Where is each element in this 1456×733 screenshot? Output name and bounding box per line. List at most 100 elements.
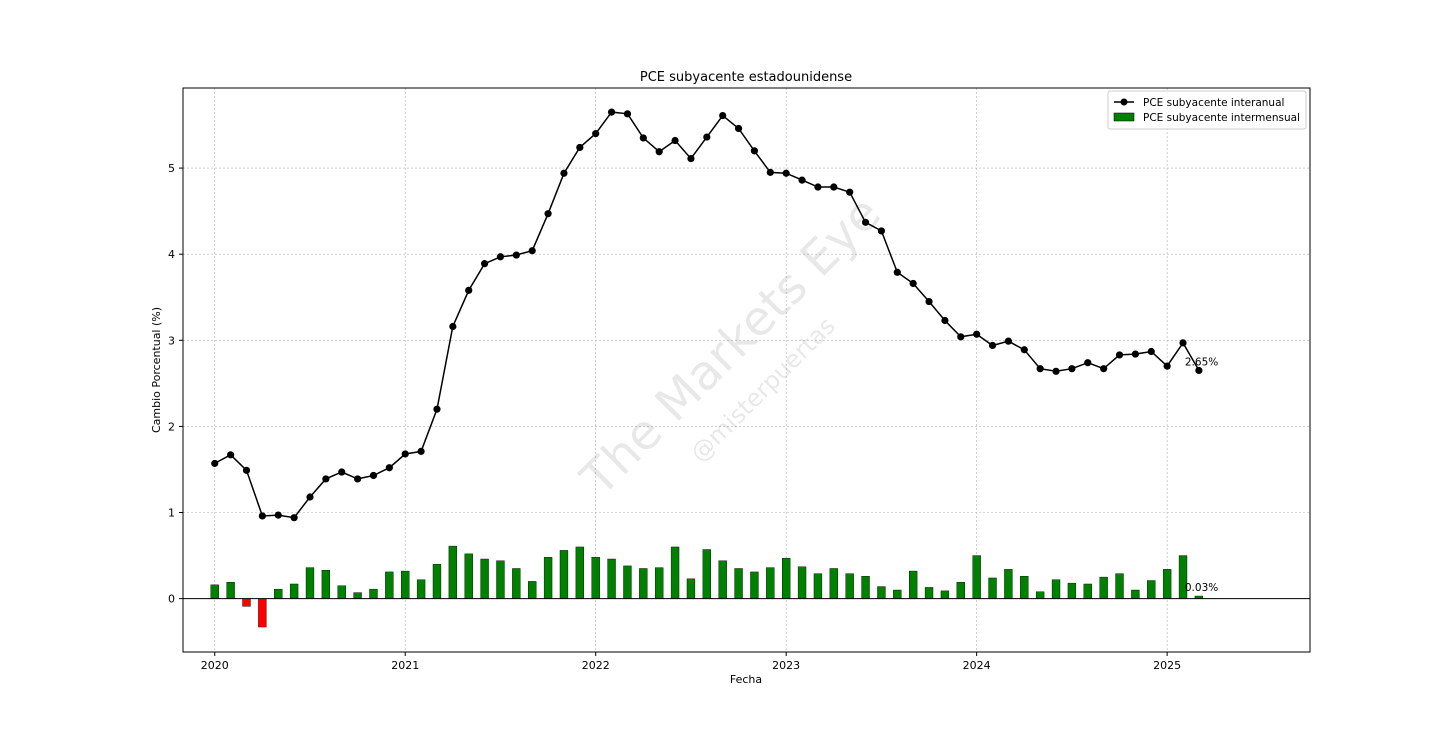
line-point — [290, 514, 298, 522]
line-point — [671, 136, 679, 145]
line-point — [734, 124, 743, 133]
bar — [305, 567, 315, 599]
line-point — [496, 253, 505, 261]
line-point — [1195, 366, 1203, 375]
bar — [829, 568, 838, 599]
line-point — [1036, 365, 1044, 373]
bar — [782, 557, 791, 599]
bar — [448, 545, 458, 599]
line-point — [687, 155, 695, 163]
line-point — [274, 511, 282, 519]
annotations: 2.65% 0.03% — [1185, 356, 1218, 594]
line-point — [480, 260, 489, 268]
line-point — [512, 251, 520, 259]
bar — [1115, 573, 1124, 599]
line-point — [719, 111, 727, 120]
line-point — [957, 333, 965, 341]
bar — [274, 588, 283, 599]
line-point — [1147, 347, 1155, 356]
x-tick-label: 2022 — [582, 659, 610, 672]
x-tick-label: 2021 — [391, 659, 419, 672]
bar — [845, 573, 854, 599]
legend-label-interanual: PCE subyacente interanual — [1143, 97, 1284, 109]
bar — [353, 592, 362, 599]
line-point — [988, 341, 997, 350]
watermark: The Markets Eye @misterpuertas — [570, 185, 892, 507]
line-point — [1068, 365, 1076, 373]
bar — [734, 568, 743, 599]
bar — [480, 558, 489, 599]
legend: PCE subyacente interanual PCE subyacente… — [1107, 90, 1307, 130]
x-tick-label: 2024 — [963, 659, 991, 672]
bar — [1067, 582, 1077, 599]
bar — [623, 565, 632, 599]
line-point — [846, 188, 854, 196]
line-point — [544, 210, 552, 218]
bar — [1099, 576, 1108, 599]
line-point — [925, 297, 933, 306]
bar — [432, 563, 442, 599]
legend-marker-swatch — [1120, 98, 1128, 106]
last-value-label: 0.03% — [1185, 582, 1218, 594]
line-point — [1131, 350, 1139, 358]
line-point — [861, 218, 870, 226]
bar — [559, 550, 569, 599]
bar — [797, 566, 807, 599]
line-point — [576, 143, 584, 152]
line-point — [893, 268, 901, 276]
bar — [877, 586, 886, 599]
line-point — [1100, 365, 1108, 373]
line-point — [1115, 351, 1124, 359]
line-point — [401, 450, 409, 458]
bar — [940, 590, 950, 599]
bar — [242, 598, 251, 607]
line-point — [560, 169, 568, 177]
line-point — [798, 176, 806, 184]
bar — [1020, 576, 1029, 599]
bar — [1051, 579, 1061, 599]
bar — [210, 584, 219, 599]
y-tick-label: 2 — [168, 420, 175, 433]
bar — [337, 585, 346, 599]
legend-label-intermensual: PCE subyacente intermensual — [1143, 112, 1300, 124]
line-point — [227, 451, 235, 459]
bar — [1083, 583, 1092, 599]
plot-frame — [182, 87, 1311, 653]
bar — [512, 568, 521, 599]
x-tick-label: 2025 — [1153, 659, 1181, 672]
line-point — [1020, 346, 1028, 354]
line-point — [941, 316, 949, 325]
bar — [655, 567, 664, 599]
line-point — [369, 471, 378, 480]
bar — [321, 569, 331, 599]
bar — [258, 598, 267, 628]
legend-bar-swatch — [1113, 112, 1135, 122]
line-point — [322, 475, 330, 483]
line-point — [750, 147, 759, 155]
line-point — [592, 130, 600, 138]
bar — [988, 577, 997, 599]
line-point — [211, 459, 219, 468]
bar — [416, 579, 426, 599]
bar — [1004, 569, 1013, 599]
line-point — [877, 227, 886, 235]
bar — [226, 582, 235, 599]
bar — [543, 557, 553, 599]
bar — [464, 553, 473, 599]
bar — [289, 583, 299, 599]
line-point — [242, 466, 251, 474]
bar — [702, 549, 711, 599]
line-point — [973, 330, 981, 338]
x-tick-label: 2023 — [772, 659, 800, 672]
bar — [924, 587, 934, 599]
axes — [182, 87, 1311, 653]
bar — [496, 560, 505, 599]
line-point — [766, 168, 774, 176]
bar — [1035, 591, 1045, 599]
bar — [639, 568, 648, 599]
legend-box — [1107, 90, 1307, 130]
line-point — [417, 447, 425, 455]
last-value-label: 2.65% — [1185, 356, 1218, 368]
y-tick-label: 4 — [168, 248, 175, 261]
bar — [766, 567, 775, 599]
